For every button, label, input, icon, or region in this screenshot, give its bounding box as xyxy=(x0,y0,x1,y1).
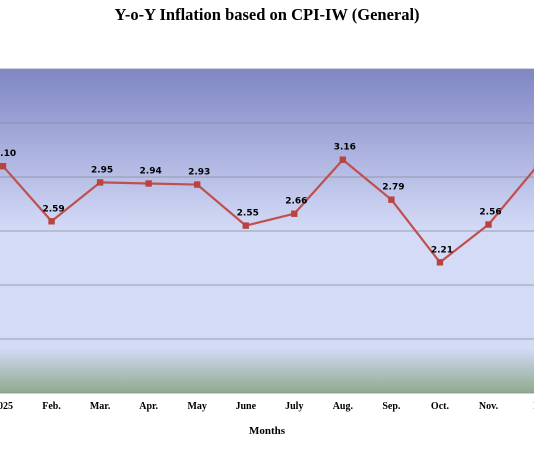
data-point xyxy=(145,180,152,187)
data-point xyxy=(48,218,55,225)
data-labels: 3.10 2.59 2.95 2.94 2.93 2.55 2.66 3.16 2.79 2.21… xyxy=(0,143,502,256)
x-tick-label: 2025 xyxy=(0,401,13,412)
data-point xyxy=(194,181,201,188)
data-point xyxy=(0,163,7,170)
x-axis-title: Months xyxy=(248,425,286,437)
data-point xyxy=(485,221,492,228)
data-label: 3.10 xyxy=(0,149,16,159)
x-tick-label: Mar. xyxy=(90,401,111,412)
data-label: 2.59 xyxy=(42,204,64,214)
data-point xyxy=(339,156,347,163)
x-tick-label: Oct. xyxy=(431,401,450,412)
x-tick-label: Aug. xyxy=(333,401,354,412)
x-tick-label: June xyxy=(235,401,256,412)
x-tick-label: July xyxy=(285,401,303,412)
data-label: 2.95 xyxy=(91,165,113,175)
data-label: 2.66 xyxy=(285,197,307,207)
x-tick-label: Feb. xyxy=(42,401,61,412)
data-point xyxy=(436,259,444,266)
data-point xyxy=(388,196,395,203)
x-tick-label: Sep. xyxy=(382,401,401,412)
data-label: 2.93 xyxy=(188,168,210,178)
data-label: 2.55 xyxy=(237,209,259,219)
series-markers xyxy=(0,156,534,266)
chart-title: Y-o-Y Inflation based on CPI-IW (General… xyxy=(114,5,420,24)
series-line xyxy=(2,158,534,264)
data-label: 2.56 xyxy=(479,208,501,218)
data-label: 2.21 xyxy=(431,245,453,255)
data-point xyxy=(242,222,249,229)
x-axis-tick-labels: 2025 Feb. Mar. Apr. May June July Aug. Sep. Oct. N… xyxy=(0,401,534,412)
data-label: 2.79 xyxy=(382,183,404,193)
x-tick-label: Apr. xyxy=(139,401,158,412)
data-label: 3.16 xyxy=(334,143,356,153)
data-point xyxy=(291,210,298,217)
data-label: 2.94 xyxy=(140,166,162,176)
grid-lines xyxy=(0,68,534,394)
x-tick-label: May xyxy=(187,401,206,412)
x-tick-label: Nov. xyxy=(479,401,499,412)
data-point xyxy=(96,179,104,186)
